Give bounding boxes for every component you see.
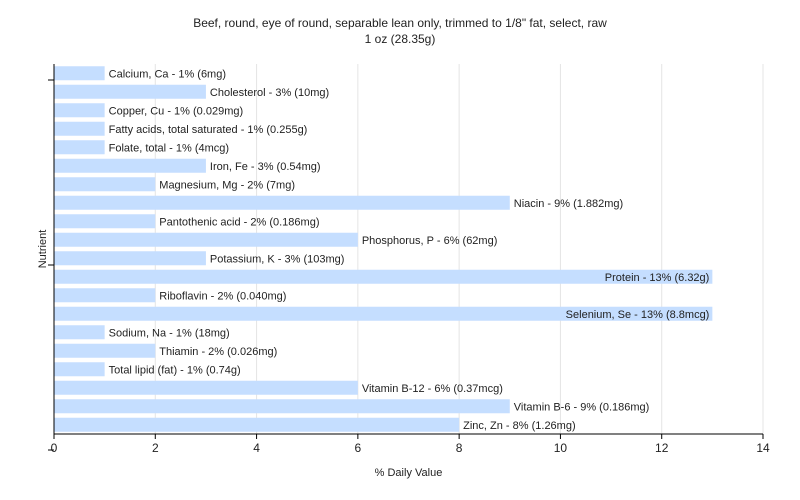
y-axis-title: Nutrient bbox=[37, 230, 49, 269]
bar-label: Potassium, K - 3% (103mg) bbox=[210, 253, 345, 265]
bar bbox=[54, 121, 105, 136]
bar-label: Protein - 13% (6.32g) bbox=[605, 272, 710, 284]
x-tick-label: 12 bbox=[655, 441, 669, 455]
x-tick-label: 4 bbox=[253, 441, 260, 455]
bar-label: Folate, total - 1% (4mcg) bbox=[109, 142, 229, 154]
bar-label: Riboflavin - 2% (0.040mg) bbox=[159, 290, 286, 302]
x-tick-label: 2 bbox=[152, 441, 159, 455]
bar-label: Vitamin B-6 - 9% (0.186mg) bbox=[514, 401, 650, 413]
bar bbox=[54, 103, 105, 118]
bar bbox=[54, 343, 156, 358]
bar-label: Sodium, Na - 1% (18mg) bbox=[109, 327, 230, 339]
chart-title: Beef, round, eye of round, separable lea… bbox=[193, 16, 607, 30]
x-tick-label: 10 bbox=[554, 441, 568, 455]
bar bbox=[54, 66, 105, 81]
bar bbox=[54, 269, 713, 284]
bar bbox=[54, 214, 156, 229]
bar bbox=[54, 232, 358, 247]
bar-label: Vitamin B-12 - 6% (0.37mcg) bbox=[362, 383, 503, 395]
bar-label: Niacin - 9% (1.882mg) bbox=[514, 198, 623, 210]
bar bbox=[54, 140, 105, 155]
x-tick-label: 8 bbox=[456, 441, 463, 455]
gridlines bbox=[53, 64, 764, 434]
bar-label: Zinc, Zn - 8% (1.26mg) bbox=[463, 420, 575, 432]
bar-label: Calcium, Ca - 1% (6mg) bbox=[109, 68, 226, 80]
axes: 0 2 4 6 8 10 12 14 bbox=[48, 64, 770, 455]
bars: Calcium, Ca - 1% (6mg) Cholesterol - 3% (… bbox=[54, 66, 713, 432]
chart-subtitle: 1 oz (28.35g) bbox=[364, 32, 436, 46]
bar-label: Copper, Cu - 1% (0.029mg) bbox=[109, 105, 244, 117]
bar-label: Iron, Fe - 3% (0.54mg) bbox=[210, 161, 321, 173]
bar bbox=[54, 417, 460, 432]
bar-label: Thiamin - 2% (0.026mg) bbox=[159, 346, 277, 358]
bar bbox=[54, 399, 510, 414]
bar-label: Phosphorus, P - 6% (62mg) bbox=[362, 235, 498, 247]
bar-label: Pantothenic acid - 2% (0.186mg) bbox=[159, 216, 319, 228]
bar bbox=[54, 288, 156, 303]
bar bbox=[54, 84, 206, 99]
chart-title-block: Beef, round, eye of round, separable lea… bbox=[0, 15, 800, 47]
bar-label: Magnesium, Mg - 2% (7mg) bbox=[159, 179, 295, 191]
bar bbox=[54, 380, 358, 395]
bar-label: Total lipid (fat) - 1% (0.74g) bbox=[109, 364, 241, 376]
bar bbox=[54, 195, 510, 210]
x-axis-title: % Daily Value bbox=[375, 467, 443, 479]
bar bbox=[54, 362, 105, 377]
bar bbox=[54, 177, 156, 192]
bar-label: Cholesterol - 3% (10mg) bbox=[210, 87, 329, 99]
bar bbox=[54, 306, 713, 321]
x-tick-label: 6 bbox=[355, 441, 362, 455]
bar-label: Selenium, Se - 13% (8.8mcg) bbox=[566, 309, 710, 321]
bar bbox=[54, 251, 206, 266]
bar-label: Fatty acids, total saturated - 1% (0.255… bbox=[109, 124, 308, 136]
x-tick-label: 14 bbox=[756, 441, 770, 455]
bar bbox=[54, 158, 206, 173]
bar bbox=[54, 325, 105, 340]
x-tick-label: 0 bbox=[51, 441, 58, 455]
